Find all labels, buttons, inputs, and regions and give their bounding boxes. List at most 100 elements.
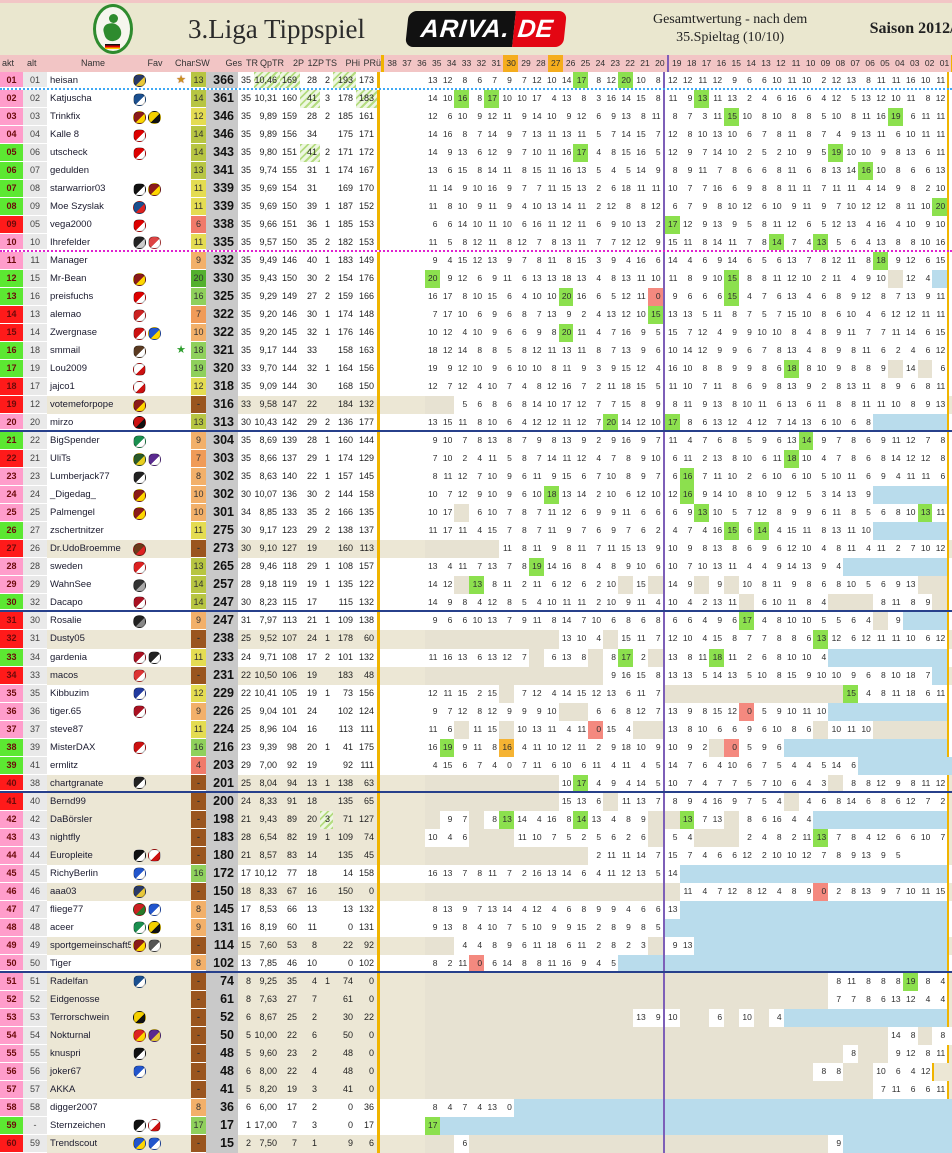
player-name[interactable]: vega2000 bbox=[50, 219, 92, 231]
player-name[interactable]: zschertnitzer bbox=[50, 525, 104, 537]
day-cell: 8 bbox=[626, 705, 631, 716]
day-cell: 8 bbox=[724, 540, 739, 559]
day-cell bbox=[887, 900, 903, 919]
player-name[interactable]: Radelfan bbox=[50, 975, 89, 987]
player-name[interactable]: UliTs bbox=[50, 453, 71, 465]
day-cell bbox=[632, 990, 648, 1009]
player-name[interactable]: aceer bbox=[50, 921, 74, 933]
day-cell: 7 bbox=[581, 525, 587, 536]
stat-tr: 35 bbox=[240, 237, 251, 248]
player-name[interactable]: aaa03 bbox=[50, 885, 77, 897]
player-name[interactable]: sweden bbox=[50, 561, 83, 573]
player-name[interactable]: starwarrior03 bbox=[50, 183, 106, 195]
day-cell: 12 bbox=[457, 363, 468, 374]
player-name[interactable]: fliege77 bbox=[50, 903, 84, 915]
day-cell: 13 bbox=[906, 291, 916, 302]
player-name[interactable]: Lou2009 bbox=[50, 363, 87, 375]
player-name[interactable]: Rosalie bbox=[50, 615, 82, 627]
player-name[interactable]: Katjuscha bbox=[50, 93, 92, 105]
player-name[interactable]: Sternzeichen bbox=[50, 1119, 106, 1131]
player-name[interactable]: AKKA bbox=[50, 1083, 76, 1095]
stat-p2: 35 bbox=[286, 975, 297, 986]
player-name[interactable]: sportgemeinschaft53 bbox=[50, 939, 131, 951]
player-name[interactable]: smmail bbox=[50, 345, 81, 357]
player-name[interactable]: tiger.65 bbox=[50, 705, 82, 717]
stat-zp1: 24 bbox=[306, 633, 317, 644]
stat-zp1: 29 bbox=[306, 525, 317, 536]
day-cell: 2 bbox=[702, 453, 708, 464]
player-name[interactable]: Europleite bbox=[50, 849, 93, 861]
player-name[interactable]: mirzo bbox=[50, 417, 74, 429]
day-cell: 10 bbox=[487, 489, 497, 500]
player-name[interactable]: steve87 bbox=[50, 723, 84, 735]
player-name[interactable]: votemeforpope bbox=[50, 399, 114, 411]
player-name[interactable]: Lumberjack77 bbox=[50, 471, 110, 483]
player-name[interactable]: Moe Szyslak bbox=[50, 201, 104, 213]
player-name[interactable]: gedulden bbox=[50, 165, 90, 177]
player-name[interactable]: MisterDAX bbox=[50, 741, 96, 753]
player-name[interactable]: ermlitz bbox=[50, 759, 78, 771]
player-name[interactable]: chartgranate bbox=[50, 777, 104, 789]
player-name[interactable]: Terrorschwein bbox=[50, 1011, 110, 1023]
player-name[interactable]: Nokturnal bbox=[50, 1029, 91, 1041]
player-name[interactable]: nightfly bbox=[50, 831, 81, 843]
player-name[interactable]: Manager bbox=[50, 255, 88, 267]
stat-p2: 133 bbox=[281, 507, 297, 518]
day-cell bbox=[410, 504, 425, 522]
table-row: 53 53 Terrorschwein -52 6 8,67 25 2 30 22 13 9 10 6 10… bbox=[0, 1008, 952, 1027]
player-name[interactable]: Trendscout bbox=[50, 1137, 98, 1149]
player-name[interactable]: Dacapo bbox=[50, 597, 83, 609]
day-cell: 7 bbox=[477, 759, 483, 770]
day-cell: 8 bbox=[687, 651, 693, 662]
ariva-logo[interactable]: ARIVA. DE bbox=[405, 11, 567, 47]
player-name[interactable]: gardenia bbox=[50, 651, 87, 663]
player-name[interactable]: DaBörsler bbox=[50, 813, 93, 825]
stat-qptr: 9,60 bbox=[259, 1047, 277, 1058]
stat-pru: 0 bbox=[368, 1083, 374, 1094]
day-cell bbox=[395, 72, 410, 88]
player-name[interactable]: alemao bbox=[50, 309, 82, 321]
day-cell: 4 bbox=[932, 990, 948, 1009]
day-cell: 8 bbox=[551, 435, 557, 446]
stat-phi: 182 bbox=[337, 237, 353, 248]
day-cell bbox=[439, 1008, 455, 1027]
day-cell bbox=[709, 972, 725, 991]
player-name[interactable]: _Digedag_ bbox=[50, 489, 96, 501]
player-name[interactable]: Palmengel bbox=[50, 507, 95, 519]
day-cell: 7 bbox=[611, 327, 616, 338]
player-name[interactable]: heisan bbox=[50, 75, 78, 86]
player-name[interactable]: digger2007 bbox=[50, 1101, 98, 1113]
player-name[interactable]: Tiger bbox=[50, 957, 72, 969]
player-name[interactable]: joker67 bbox=[50, 1065, 82, 1077]
player-name[interactable]: Dr.UdoBroemme bbox=[50, 543, 121, 555]
player-name[interactable]: RichyBerlin bbox=[50, 867, 99, 879]
player-name[interactable]: macos bbox=[50, 669, 78, 681]
player-name[interactable]: jajco1 bbox=[50, 381, 75, 393]
player-name[interactable]: Zwergnase bbox=[50, 327, 97, 339]
rank-current: 31 bbox=[0, 612, 23, 631]
day-cell: 10 bbox=[801, 273, 812, 284]
day-cell bbox=[694, 1116, 710, 1135]
player-name[interactable]: Kalle 8 bbox=[50, 129, 80, 141]
player-name[interactable]: utscheck bbox=[50, 147, 88, 159]
day-cell: 13 bbox=[813, 828, 829, 847]
player-name[interactable]: Trinkfix bbox=[50, 111, 81, 123]
player-name[interactable]: WahnSee bbox=[50, 579, 92, 591]
player-name[interactable]: Kibbuzim bbox=[50, 687, 90, 699]
total-points: 302 bbox=[206, 486, 238, 505]
day-cell: 13 bbox=[606, 687, 616, 698]
player-name[interactable]: Ihrefelder bbox=[50, 237, 91, 249]
day-cell: 9 bbox=[702, 219, 708, 230]
player-name[interactable]: BigSpender bbox=[50, 435, 100, 447]
player-name[interactable]: Bernd99 bbox=[50, 795, 86, 807]
player-name[interactable]: preisfuchs bbox=[50, 291, 94, 303]
day-cell: 9 bbox=[687, 741, 693, 752]
stat-p2: 146 bbox=[281, 255, 297, 266]
player-name[interactable]: knuspri bbox=[50, 1047, 81, 1059]
player-name[interactable]: Eidgenosse bbox=[50, 993, 100, 1005]
stat-ts: 2 bbox=[324, 111, 330, 122]
rank-current: 47 bbox=[0, 900, 23, 919]
day-cell bbox=[558, 882, 574, 901]
player-name[interactable]: Mr-Bean bbox=[50, 273, 87, 285]
player-name[interactable]: Dusty05 bbox=[50, 633, 85, 645]
